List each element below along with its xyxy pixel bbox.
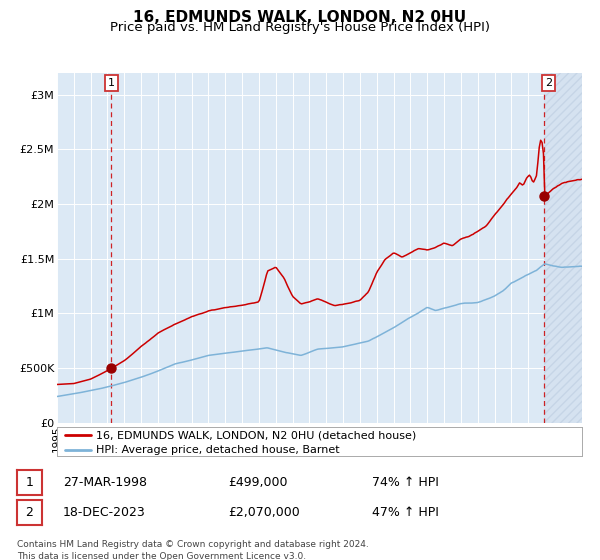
- Text: Contains HM Land Registry data © Crown copyright and database right 2024.
This d: Contains HM Land Registry data © Crown c…: [17, 540, 368, 560]
- Text: 18-DEC-2023: 18-DEC-2023: [63, 506, 146, 519]
- Bar: [544, 73, 582, 423]
- Text: 74% ↑ HPI: 74% ↑ HPI: [372, 476, 439, 489]
- Text: £2,070,000: £2,070,000: [228, 506, 300, 519]
- Text: 47% ↑ HPI: 47% ↑ HPI: [372, 506, 439, 519]
- Text: 16, EDMUNDS WALK, LONDON, N2 0HU: 16, EDMUNDS WALK, LONDON, N2 0HU: [133, 10, 467, 25]
- Text: 1: 1: [25, 476, 34, 489]
- Text: £499,000: £499,000: [228, 476, 287, 489]
- Text: 2: 2: [25, 506, 34, 519]
- Text: 1: 1: [108, 78, 115, 88]
- Text: 2: 2: [545, 78, 552, 88]
- Text: 27-MAR-1998: 27-MAR-1998: [63, 476, 147, 489]
- Text: HPI: Average price, detached house, Barnet: HPI: Average price, detached house, Barn…: [97, 445, 340, 455]
- Text: Price paid vs. HM Land Registry's House Price Index (HPI): Price paid vs. HM Land Registry's House …: [110, 21, 490, 34]
- Bar: [544, 73, 582, 423]
- Text: 16, EDMUNDS WALK, LONDON, N2 0HU (detached house): 16, EDMUNDS WALK, LONDON, N2 0HU (detach…: [97, 431, 416, 440]
